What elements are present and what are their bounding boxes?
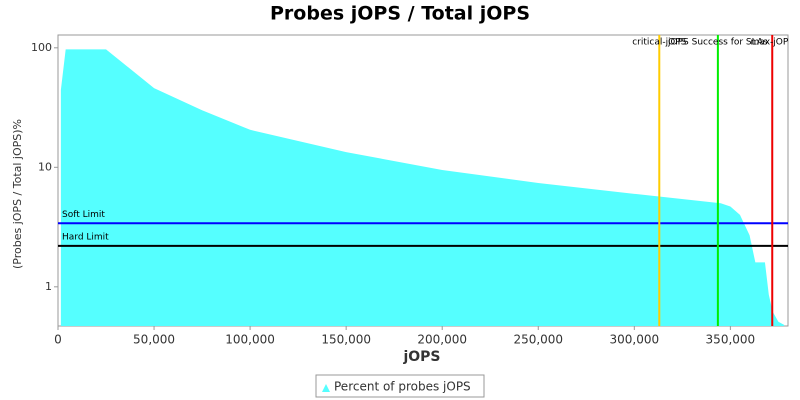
x-tick-label: 300,000 bbox=[610, 333, 660, 347]
y-axis-label: (Probes jOPS / Total jOPS)% bbox=[11, 119, 24, 269]
threshold-label: Soft Limit bbox=[62, 210, 105, 220]
area bbox=[60, 49, 785, 326]
x-axis-label: jOPS bbox=[402, 349, 440, 365]
y-tick-label: 100 bbox=[31, 41, 52, 54]
marker-label: jOPS Success for SLAs bbox=[667, 38, 768, 48]
x-tick-label: 50,000 bbox=[133, 333, 175, 347]
y-tick-label: 1 bbox=[45, 280, 52, 293]
y-tick-label: 10 bbox=[38, 160, 52, 173]
x-tick-label: 250,000 bbox=[513, 333, 563, 347]
x-tick-label: 150,000 bbox=[321, 333, 371, 347]
x-tick-label: 200,000 bbox=[417, 333, 467, 347]
chart-title: Probes jOPS / Total jOPS bbox=[270, 3, 530, 25]
legend-marker bbox=[322, 384, 330, 392]
x-tick-label: 350,000 bbox=[706, 333, 756, 347]
marker-label: max-jOPS bbox=[750, 38, 794, 48]
x-tick-label: 100,000 bbox=[225, 333, 275, 347]
threshold-label: Hard Limit bbox=[62, 232, 109, 242]
legend bbox=[315, 374, 485, 398]
marker-label: critical-jOPS bbox=[632, 38, 686, 48]
legend-label: Percent of probes jOPS bbox=[334, 380, 471, 394]
x-tick-label: 0 bbox=[54, 333, 62, 347]
